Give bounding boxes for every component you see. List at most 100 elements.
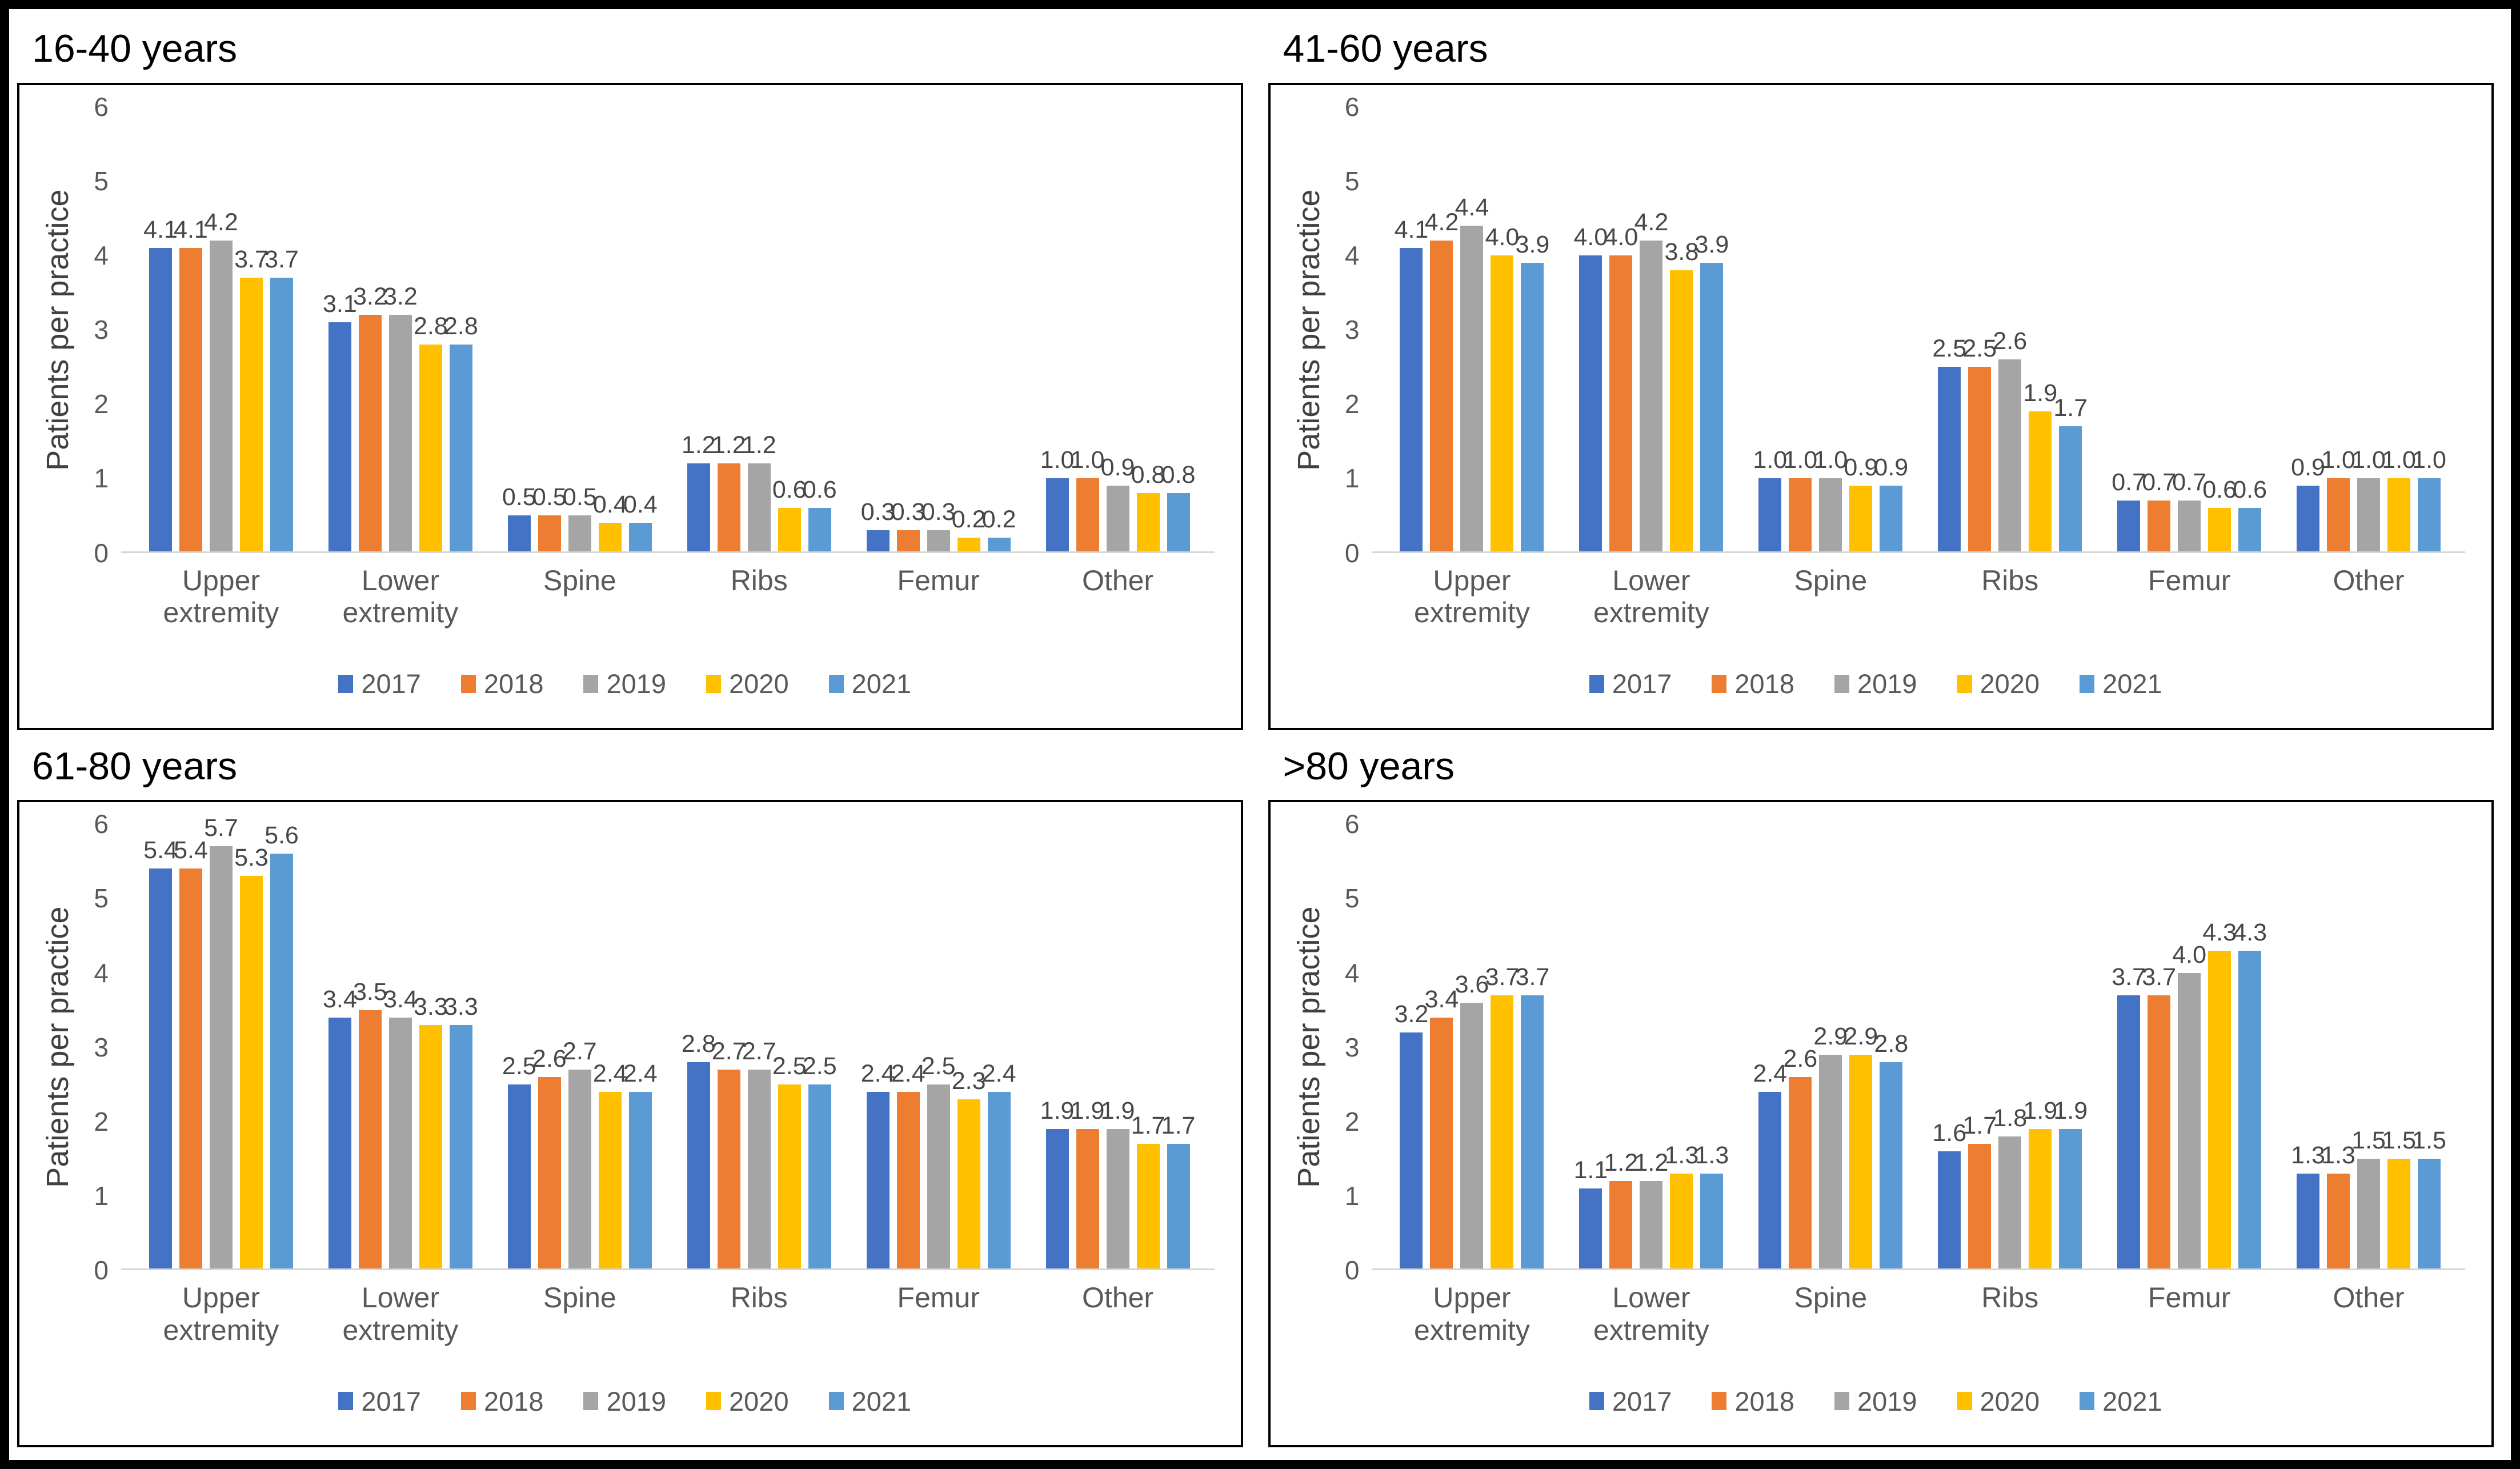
- y-axis-title: Patients per practice: [1291, 906, 1326, 1188]
- legend-item-2021: 2021: [2080, 1386, 2162, 1417]
- y-tick-3: 3: [94, 1032, 109, 1062]
- bar-value-label: 2.5: [802, 1052, 837, 1080]
- legend-item-2018: 2018: [1712, 1386, 1794, 1417]
- bar-2019-lower-extremity: 3.4: [383, 987, 418, 1270]
- bar-cluster: 0.7 0.7 0.7 0.6 0.6: [2100, 107, 2279, 553]
- bar-2018-ribs: 2.7: [712, 1039, 746, 1270]
- legend: 2017 2018 2019 2020 2021: [1287, 1367, 2466, 1435]
- bar-value-label: 0.9: [2291, 454, 2325, 482]
- x-label-upper-extremity: Upper extremity: [1414, 1282, 1530, 1346]
- legend-label: 2018: [1734, 669, 1794, 699]
- category-group-spine: 1.0 1.0 1.0 0.9 0.9 Spine: [1741, 107, 1920, 650]
- bar-2017-lower-extremity: 3.4: [323, 987, 357, 1270]
- bar-2020-upper-extremity: 3.7: [234, 247, 269, 553]
- plot-area: 3.2 3.4 3.6 3.7 3.7 Upper extremity 1.1 1.2 1.2 1…: [1372, 824, 2466, 1367]
- legend-item-2019: 2019: [583, 668, 666, 699]
- bar-value-label: 2.4: [623, 1059, 658, 1087]
- x-label-spine: Spine: [1794, 564, 1868, 597]
- bar-2021-other: 0.8: [1161, 463, 1195, 553]
- bar-value-label: 1.3: [2321, 1141, 2355, 1169]
- bar-value-label: 3.7: [265, 246, 299, 274]
- bar-value-label: 5.3: [234, 844, 269, 872]
- bar-cluster: 4.1 4.2 4.4 4.0 3.9: [1383, 107, 1562, 553]
- bar-2020-other: 0.8: [1131, 463, 1165, 553]
- y-tick-6: 6: [94, 91, 109, 122]
- bar-value-label: 1.3: [1664, 1141, 1699, 1169]
- legend-label: 2020: [1980, 1386, 2040, 1416]
- bar-value-label: 3.8: [1664, 238, 1699, 266]
- bar-cluster: 3.1 3.2 3.2 2.8 2.8: [311, 107, 490, 553]
- bar-value-label: 2.6: [1783, 1044, 1818, 1072]
- bar-value-label: 4.1: [174, 216, 208, 244]
- bar-cluster: 1.2 1.2 1.2 0.6 0.6: [670, 107, 849, 553]
- category-group-other: 1.0 1.0 0.9 0.8 0.8 Other: [1028, 107, 1208, 650]
- bar-2020-other: 1.5: [2382, 1128, 2416, 1270]
- bar-value-label: 3.7: [2142, 963, 2177, 991]
- x-label-femur: Femur: [2148, 564, 2231, 597]
- category-group-ribs: 2.5 2.5 2.6 1.9 1.7 Ribs: [1920, 107, 2100, 650]
- legend-swatch-icon: [1712, 1392, 1727, 1410]
- bar-value-label: 1.8: [1993, 1104, 2028, 1132]
- bar-value-label: 3.2: [352, 283, 387, 311]
- bar-value-label: 2.5: [1932, 335, 1967, 363]
- bar-value-label: 2.8: [443, 313, 478, 341]
- bar-2020-spine: 2.9: [1844, 1024, 1878, 1270]
- bar-2020-ribs: 0.6: [772, 478, 807, 553]
- bar-value-label: 1.2: [1634, 1148, 1669, 1176]
- bar-2017-other: 0.9: [2291, 455, 2325, 553]
- x-label-femur: Femur: [2148, 1282, 2231, 1314]
- bar-2019-spine: 2.7: [563, 1039, 597, 1270]
- bar-cluster: 1.1 1.2 1.2 1.3 1.3: [1561, 824, 1741, 1270]
- bar-value-label: 3.3: [443, 992, 478, 1020]
- bar-cluster: 2.4 2.6 2.9 2.9 2.8: [1741, 824, 1920, 1270]
- y-axis-title: Patients per practice: [1291, 189, 1326, 471]
- bar-value-label: 1.2: [742, 431, 776, 459]
- category-group-lower-extremity: 3.4 3.5 3.4 3.3 3.3 Lower extremity: [311, 824, 490, 1367]
- bar-2017-other: 1.0: [1040, 448, 1074, 553]
- legend-label: 2018: [483, 669, 544, 699]
- x-label-lower-extremity: Lower extremity: [1593, 564, 1709, 629]
- bar-2021-lower-extremity: 2.8: [444, 314, 478, 553]
- bar-2017-ribs: 2.5: [1932, 337, 1966, 553]
- legend-item-2020: 2020: [1957, 1386, 2040, 1417]
- bar-2020-upper-extremity: 5.3: [234, 846, 269, 1270]
- x-label-lower-extremity: Lower extremity: [342, 564, 459, 629]
- bar-value-label: 1.1: [1573, 1156, 1608, 1184]
- legend-item-2019: 2019: [1834, 668, 1917, 699]
- bar-value-label: 1.9: [2023, 379, 2058, 407]
- bar-2019-other: 0.9: [1101, 455, 1135, 553]
- category-group-ribs: 2.8 2.7 2.7 2.5 2.5 Ribs: [670, 824, 849, 1367]
- bar-2018-upper-extremity: 3.4: [1425, 987, 1459, 1270]
- legend-swatch-icon: [1834, 1392, 1849, 1410]
- bar-2021-femur: 2.4: [982, 1061, 1016, 1270]
- bar-value-label: 3.2: [383, 283, 418, 311]
- category-group-femur: 0.7 0.7 0.7 0.6 0.6 Femur: [2100, 107, 2279, 650]
- x-label-ribs: Ribs: [730, 1282, 788, 1314]
- bar-value-label: 3.3: [413, 992, 448, 1020]
- bar-value-label: 4.4: [1455, 193, 1489, 221]
- bar-value-label: 2.7: [711, 1037, 746, 1065]
- bar-2021-lower-extremity: 1.3: [1694, 1143, 1729, 1270]
- y-axis-title: Patients per practice: [41, 906, 75, 1188]
- legend-label: 2017: [1612, 669, 1672, 699]
- bar-2019-upper-extremity: 5.7: [204, 816, 238, 1270]
- bar-value-label: 4.1: [143, 216, 178, 244]
- bar-2017-lower-extremity: 4.0: [1573, 225, 1608, 553]
- bar-value-label: 1.0: [2412, 446, 2446, 474]
- bar-value-label: 1.3: [1694, 1141, 1729, 1169]
- bar-2017-femur: 2.4: [861, 1061, 895, 1270]
- bar-2019-femur: 4.0: [2172, 942, 2206, 1270]
- bar-value-label: 0.3: [891, 498, 926, 526]
- bar-2018-spine: 2.6: [532, 1046, 567, 1270]
- plot-area: 4.1 4.2 4.4 4.0 3.9 Upper extremity 4.0 4.0 4.2 3…: [1372, 107, 2466, 650]
- legend-label: 2020: [729, 1386, 789, 1416]
- bar-value-label: 3.4: [322, 985, 357, 1013]
- legend-label: 2019: [1857, 669, 1917, 699]
- legend-label: 2020: [1980, 669, 2040, 699]
- category-group-other: 1.3 1.3 1.5 1.5 1.5 Other: [2279, 824, 2458, 1367]
- bar-value-label: 1.0: [2351, 446, 2386, 474]
- bar-value-label: 2.9: [1813, 1022, 1848, 1050]
- legend-item-2017: 2017: [338, 1386, 421, 1417]
